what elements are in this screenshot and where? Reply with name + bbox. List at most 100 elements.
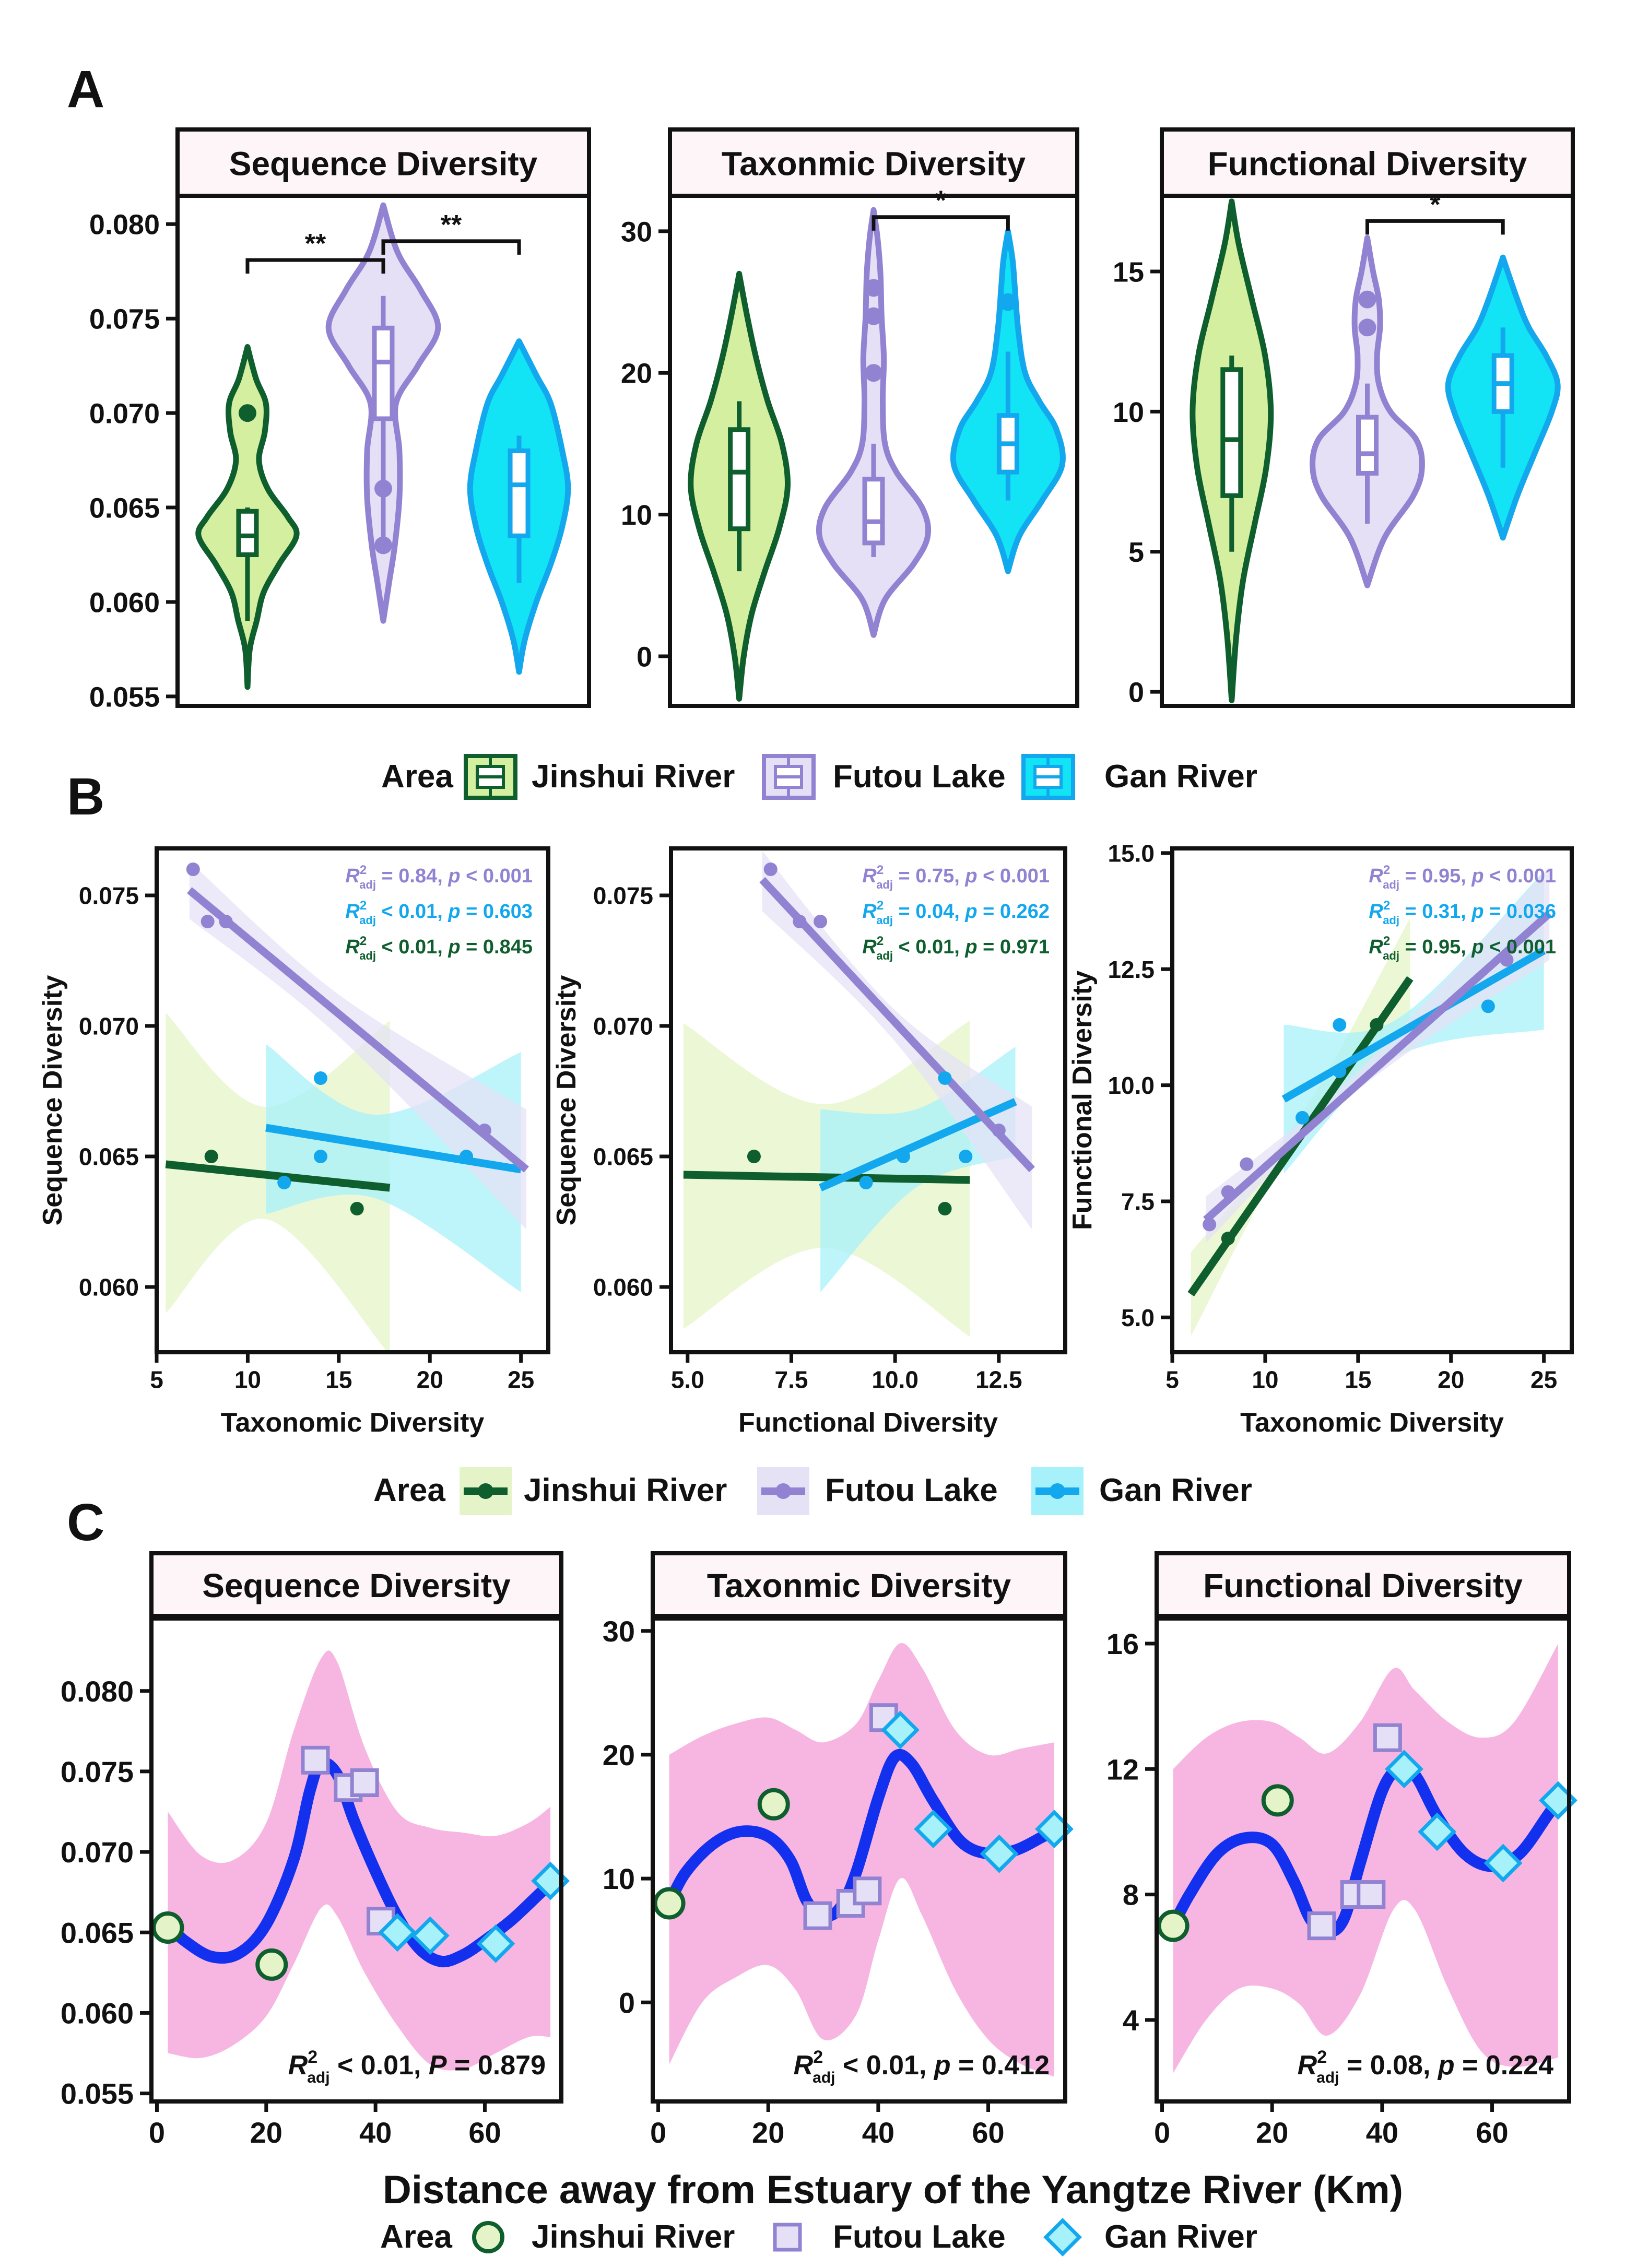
legend-c-key-futou [773, 2223, 802, 2252]
stat-r2-value: < 0.01, [330, 2050, 429, 2081]
stat-sup: 2 [1383, 863, 1390, 877]
outlier-jinshui [238, 404, 256, 422]
panel-a1-title: Sequence Diversity [229, 145, 538, 183]
stat-sub: adj [359, 949, 376, 962]
stat-r2-value: = 0.75, [893, 865, 965, 887]
stat-p-value: = 0.879 [447, 2050, 546, 2081]
stat-sup: 2 [1383, 934, 1390, 948]
x-tick-label: 20 [1438, 1366, 1464, 1393]
stat-r-label: R [288, 2050, 308, 2081]
stat-sup: 2 [360, 934, 367, 948]
stat-sup: 2 [877, 863, 884, 877]
x-tick-label: 10.0 [872, 1366, 919, 1393]
stat-p-value: = 0.262 [978, 901, 1050, 923]
stat-p-value: = 0.603 [461, 901, 533, 923]
point-futou [1240, 1157, 1254, 1171]
stat-sup: 2 [1383, 899, 1390, 913]
x-tick-label: 7.5 [774, 1366, 808, 1393]
point-futou [1357, 1880, 1386, 1909]
x-tick-label: 60 [1476, 2116, 1508, 2149]
y-tick-label: 5.0 [1121, 1304, 1155, 1331]
y-axis-label: Sequence Diversity [38, 975, 68, 1226]
smooth-stats: R2 adj = 0.08, p = 0.224 [1298, 2047, 1553, 2086]
legend-c-keys [472, 2218, 1082, 2257]
x-axis-label: Taxonomic Diversity [1240, 1408, 1504, 1438]
stat-sub: adj [359, 878, 376, 891]
stat-sub: adj [307, 2069, 329, 2086]
point-futou [853, 1876, 882, 1906]
point-futou [1307, 1911, 1336, 1941]
regression-stats-gan: R2 adj < 0.01, p = 0.603 [345, 899, 533, 927]
stat-p-value: < 0.001 [1484, 936, 1556, 958]
smooth-stats: R2 adj < 0.01, p = 0.412 [794, 2047, 1050, 2086]
stat-sup: 2 [308, 2047, 317, 2067]
point-futou [301, 1745, 330, 1775]
stat-p-label: p [964, 865, 977, 887]
legend-a-keys [464, 754, 1075, 800]
stat-p-value: = 0.845 [461, 936, 533, 958]
legend-c-key-gan [1043, 2218, 1082, 2257]
x-tick-label: 40 [862, 2116, 894, 2149]
y-tick-label: 0.065 [61, 1916, 134, 1949]
outlier-gan [999, 293, 1017, 311]
box-futou [1356, 415, 1379, 476]
y-tick-label: 15.0 [1108, 840, 1155, 867]
x-tick-label: 12.5 [975, 1366, 1022, 1393]
y-tick-label: 0.065 [593, 1143, 653, 1171]
point-futou [1500, 953, 1514, 967]
legend-c-key-jinshui [472, 2221, 504, 2253]
outlier-futou [865, 279, 882, 297]
legend-a-item-gan: Gan River [1104, 759, 1257, 795]
stat-p-value: < 0.001 [978, 865, 1050, 887]
point-jinshui [757, 1788, 790, 1821]
stat-r-label: R [862, 901, 877, 923]
stat-p-label: p [1471, 936, 1483, 958]
stat-sup: 2 [877, 934, 884, 948]
box-jinshui [728, 427, 751, 531]
legend-b-item-jinshui: Jinshui River [524, 1472, 727, 1508]
point-futou [477, 1124, 491, 1137]
significance-bracket [381, 239, 521, 255]
panel-a1-frame [175, 194, 591, 708]
panel-a2-title: Taxonmic Diversity [722, 145, 1026, 183]
point-gan [938, 1071, 952, 1085]
stat-p-value: = 0.412 [951, 2050, 1050, 2081]
point-gan [1333, 1064, 1347, 1078]
stat-sup: 2 [813, 2047, 823, 2067]
y-axis-label: Functional Diversity [1067, 971, 1098, 1230]
y-tick-label: 12 [1106, 1753, 1139, 1786]
point-futou [186, 863, 200, 876]
y-tick-label: 0.060 [593, 1274, 653, 1301]
panel-c2-strip [651, 1551, 1067, 1618]
regression-stats-jinshui: R2 adj < 0.01, p = 0.971 [862, 934, 1050, 962]
point-gan [1296, 1111, 1310, 1125]
x-tick-label: 25 [508, 1366, 534, 1393]
legend-panel-c: Area Jinshui River Futou Lake Gan River [380, 2218, 1257, 2257]
stat-r-label: R [862, 936, 877, 958]
y-tick-label: 0.055 [61, 2077, 134, 2110]
stat-p-label: p [964, 936, 977, 958]
panel-label-c: C [67, 1493, 104, 1552]
stat-p-value: = 0.224 [1455, 2050, 1553, 2081]
y-tick-label: 0.065 [79, 1143, 139, 1171]
y-tick-label: 30 [603, 1615, 635, 1648]
x-tick-label: 10 [234, 1366, 261, 1393]
y-tick-label: 0 [1128, 677, 1144, 708]
point-jinshui [255, 1948, 288, 1981]
point-futou [803, 1901, 832, 1930]
x-tick-label: 40 [1366, 2116, 1398, 2149]
point-jinshui [938, 1202, 952, 1215]
panel-label-a: A [67, 60, 104, 119]
stat-sub: adj [1316, 2069, 1339, 2086]
point-gan [460, 1150, 474, 1163]
point-gan [378, 1913, 417, 1952]
point-jinshui [1157, 1909, 1190, 1942]
point-futou [1373, 1723, 1402, 1752]
panel-c1-title: Sequence Diversity [202, 1567, 511, 1604]
panel-c3-frame [1155, 1616, 1571, 2104]
outlier-futou [374, 479, 392, 498]
